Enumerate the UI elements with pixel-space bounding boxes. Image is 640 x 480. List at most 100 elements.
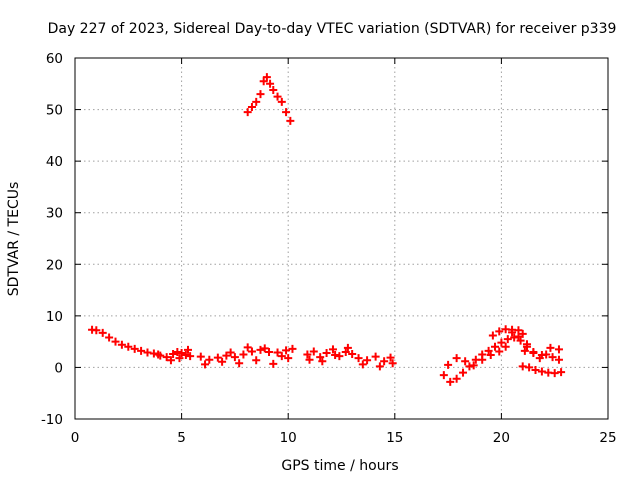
data-point (465, 362, 474, 371)
data-point (284, 354, 293, 363)
plot-frame (74, 57, 609, 420)
data-point (554, 345, 563, 354)
data-point (169, 350, 178, 359)
data-point (322, 348, 331, 357)
data-point (130, 344, 139, 353)
series-arc-1 (88, 325, 163, 359)
data-point (266, 79, 275, 88)
data-point (218, 357, 227, 366)
data-points (88, 73, 566, 386)
series-arc-6 (354, 352, 397, 371)
data-point (156, 351, 165, 360)
data-point (247, 347, 256, 356)
data-point (277, 352, 286, 361)
y-tick-label: 50 (46, 103, 63, 119)
y-tick-label: 20 (46, 257, 63, 273)
data-point (149, 349, 158, 358)
data-point (520, 346, 529, 355)
data-point (354, 354, 363, 363)
data-point (277, 97, 286, 106)
data-point (288, 344, 297, 353)
data-point (371, 352, 380, 361)
data-point (486, 351, 495, 360)
chart-title: Day 227 of 2023, Sidereal Day-to-day VTE… (48, 21, 617, 37)
data-point (98, 328, 107, 337)
y-tick-label: -10 (41, 412, 63, 428)
data-point (213, 353, 222, 362)
data-point (386, 353, 395, 362)
series-arc-4 (243, 73, 295, 125)
data-point (235, 359, 244, 368)
data-point (226, 348, 235, 357)
data-point (495, 347, 504, 356)
data-point (375, 362, 384, 371)
x-tick-label: 10 (280, 430, 297, 446)
data-point (124, 342, 133, 351)
data-point (230, 353, 239, 362)
data-point (166, 356, 175, 365)
data-point (363, 356, 372, 365)
data-point (286, 116, 295, 125)
axis-ticks (74, 57, 609, 420)
y-tick-label: 30 (46, 206, 63, 222)
data-point (262, 73, 271, 82)
y-tick-label: 40 (46, 154, 63, 170)
data-point (491, 342, 500, 351)
data-point (518, 362, 527, 371)
data-point (522, 342, 531, 351)
data-point (548, 353, 557, 362)
data-point (316, 353, 325, 362)
data-point (516, 336, 525, 345)
data-point (557, 368, 566, 377)
data-point (531, 366, 540, 375)
data-point (201, 360, 210, 369)
x-tick-label: 15 (386, 430, 403, 446)
data-point (303, 350, 312, 359)
data-point (111, 337, 120, 346)
data-point (256, 345, 265, 354)
data-point (273, 92, 282, 101)
data-point (239, 350, 248, 359)
data-point (508, 325, 517, 334)
data-point (259, 77, 268, 86)
data-point (181, 351, 190, 360)
data-point (318, 357, 327, 366)
data-point (452, 354, 461, 363)
data-point (537, 367, 546, 376)
data-point (439, 371, 448, 380)
data-point (252, 97, 261, 106)
series-arc-2 (156, 345, 195, 365)
gridlines (75, 58, 608, 419)
data-point (105, 333, 114, 342)
data-point (388, 359, 397, 368)
data-point (452, 374, 461, 383)
y-tick-labels: -10 0 10 20 30 40 50 60 (41, 51, 63, 428)
data-point (518, 329, 527, 338)
data-point (469, 361, 478, 370)
x-tick-label: 25 (599, 430, 616, 446)
data-point (444, 360, 453, 369)
y-tick-label: 10 (46, 309, 63, 325)
series-arc-9 (488, 325, 563, 360)
series-arc-3 (196, 343, 297, 369)
data-point (282, 108, 291, 117)
data-point (222, 351, 231, 360)
data-point (514, 332, 523, 341)
data-point (459, 368, 468, 377)
data-point (247, 102, 256, 111)
data-point (510, 333, 519, 342)
data-point (328, 345, 337, 354)
data-point (117, 340, 126, 349)
data-point (331, 351, 340, 360)
data-point (503, 335, 512, 344)
data-point (497, 338, 506, 347)
x-tick-label: 5 (177, 430, 186, 446)
data-point (273, 348, 282, 357)
data-point (550, 369, 559, 378)
y-tick-label: 60 (46, 51, 63, 67)
data-point (265, 347, 274, 356)
data-point (162, 353, 171, 362)
data-point (243, 108, 252, 117)
data-point (358, 360, 367, 369)
